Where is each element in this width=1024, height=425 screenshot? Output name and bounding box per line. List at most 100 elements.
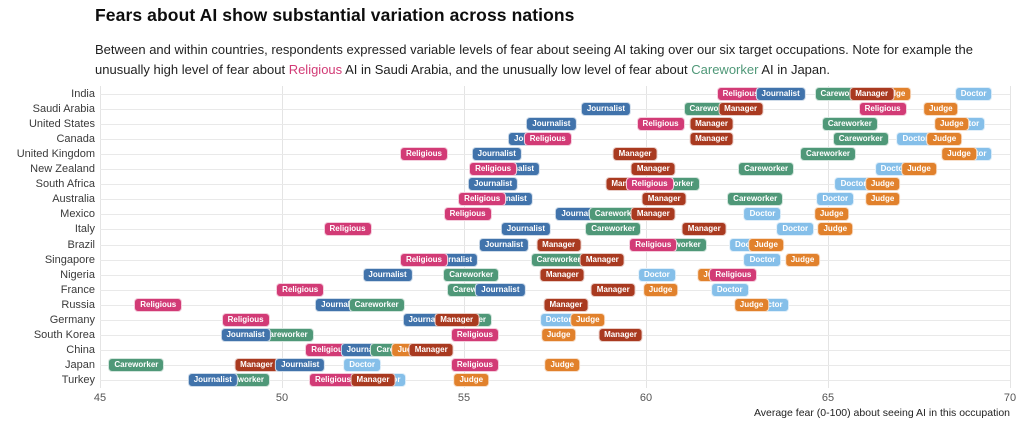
fear-box-manager: Manager: [630, 207, 676, 222]
fear-box-careworker: Careworker: [585, 222, 642, 237]
fear-box-manager: Manager: [612, 146, 658, 161]
fear-box-manager: Manager: [539, 267, 585, 282]
fear-box-manager: Manager: [590, 282, 636, 297]
gridline-horizontal: [100, 289, 1010, 291]
fear-box-careworker: Careworker: [443, 267, 500, 282]
fear-box-religious: Religious: [399, 146, 448, 161]
gridline-vertical: [100, 86, 101, 388]
country-label: United States: [28, 117, 95, 130]
x-axis: 45 50 55 60 65 70: [94, 392, 1016, 406]
fear-box-careworker: Careworker: [799, 146, 857, 161]
gridline-horizontal: [100, 184, 1010, 186]
fear-box-manager: Manager: [579, 252, 625, 267]
fear-box-manager: Manager: [536, 237, 582, 252]
fear-box-religious: Religious: [134, 297, 183, 312]
fear-box-journalist: Journalist: [580, 101, 632, 116]
country-label: Saudi Arabia: [32, 102, 95, 115]
fear-box-journalist: Journalist: [187, 373, 238, 388]
fear-box-judge: Judge: [642, 282, 679, 297]
fear-box-journalist: Journalist: [500, 222, 551, 237]
chart-subtitle: Between and within countries, respondent…: [95, 40, 1013, 79]
subtitle-highlight: Careworker: [691, 61, 759, 77]
fear-box-journalist: Journalist: [475, 282, 526, 297]
fear-box-judge: Judge: [569, 313, 606, 328]
fear-box-religious: Religious: [469, 162, 518, 177]
country-label: United Kingdom: [16, 147, 95, 160]
x-tick-label: 70: [1003, 392, 1017, 404]
fear-box-journalist: Journalist: [478, 237, 530, 252]
country-label: Japan: [65, 359, 95, 372]
fear-box-journalist: Journalist: [471, 146, 522, 161]
fear-box-manager: Manager: [630, 162, 676, 177]
gridline-vertical: [464, 86, 465, 388]
fear-box-religious: Religious: [523, 131, 572, 146]
gridline-vertical: [646, 86, 647, 388]
x-tick-label: 50: [275, 392, 289, 404]
gridline-horizontal: [100, 350, 1010, 352]
fear-box-manager: Manager: [689, 116, 734, 131]
gridline-vertical: [1010, 86, 1011, 388]
fear-box-manager: Manager: [849, 86, 895, 101]
fear-box-judge: Judge: [813, 207, 850, 222]
fear-box-religious: Religious: [221, 313, 270, 328]
chart-title: Fears about AI show substantial variatio…: [95, 5, 575, 25]
fear-box-manager: Manager: [689, 131, 734, 146]
fear-box-judge: Judge: [784, 252, 821, 267]
fear-box-religious: Religious: [636, 116, 685, 131]
gridline-vertical: [282, 86, 283, 388]
subtitle-text: AI in Saudi Arabia, and the unusually lo…: [342, 61, 692, 77]
gridline-horizontal: [100, 153, 1010, 155]
country-label: South Korea: [33, 329, 95, 342]
fear-box-doctor: Doctor: [954, 86, 993, 101]
fear-box-judge: Judge: [864, 177, 901, 192]
gridline-vertical: [828, 86, 829, 388]
fear-box-doctor: Doctor: [776, 222, 815, 237]
subtitle-text: AI in Japan.: [758, 61, 830, 77]
fear-box-doctor: Doctor: [743, 207, 782, 222]
fear-box-careworker: Careworker: [348, 297, 405, 312]
fear-box-religious: Religious: [450, 328, 499, 343]
gridline-horizontal: [100, 214, 1010, 216]
fear-box-manager: Manager: [434, 313, 480, 328]
fear-box-manager: Manager: [641, 192, 687, 207]
fear-box-manager: Manager: [408, 343, 454, 358]
fear-box-religious: Religious: [399, 252, 448, 267]
fear-box-careworker: Careworker: [727, 192, 784, 207]
fear-box-judge: Judge: [864, 192, 901, 207]
fear-box-judge: Judge: [733, 297, 770, 312]
fear-box-judge: Judge: [901, 162, 937, 177]
fear-box-journalist: Journalist: [467, 177, 519, 192]
x-tick-label: 65: [821, 392, 835, 404]
fear-box-doctor: Doctor: [638, 267, 676, 282]
fear-box-manager: Manager: [681, 222, 727, 237]
fear-box-judge: Judge: [941, 146, 977, 161]
country-label: Italy: [74, 223, 95, 236]
country-label: Mexico: [60, 208, 95, 221]
fear-box-journalist: Journalist: [362, 267, 413, 282]
fear-box-careworker: Careworker: [821, 116, 878, 131]
x-tick-label: 60: [639, 392, 653, 404]
gridline-horizontal: [100, 108, 1010, 110]
country-label: Australia: [52, 193, 95, 206]
fear-box-manager: Manager: [718, 101, 764, 116]
fear-box-careworker: Careworker: [108, 358, 165, 373]
fear-box-judge: Judge: [933, 116, 970, 131]
fear-box-judge: Judge: [923, 101, 959, 116]
country-label: India: [71, 87, 95, 100]
fear-box-doctor: Doctor: [816, 192, 855, 207]
country-label: New Zealand: [30, 163, 95, 176]
fear-box-careworker: Careworker: [738, 162, 795, 177]
country-label: Turkey: [61, 374, 95, 387]
gridline-horizontal: [100, 199, 1010, 201]
x-axis-label: Average fear (0-100) about seeing AI in …: [753, 407, 1010, 419]
x-tick-label: 55: [457, 392, 471, 404]
fear-box-journalist: Journalist: [526, 116, 577, 131]
fear-box-manager: Manager: [543, 297, 589, 312]
gridline-horizontal: [100, 169, 1010, 171]
fear-box-doctor: Doctor: [343, 358, 381, 373]
country-label: China: [66, 344, 95, 357]
fear-box-religious: Religious: [629, 237, 678, 252]
fear-box-manager: Manager: [234, 358, 279, 373]
x-tick-label: 45: [93, 392, 107, 404]
